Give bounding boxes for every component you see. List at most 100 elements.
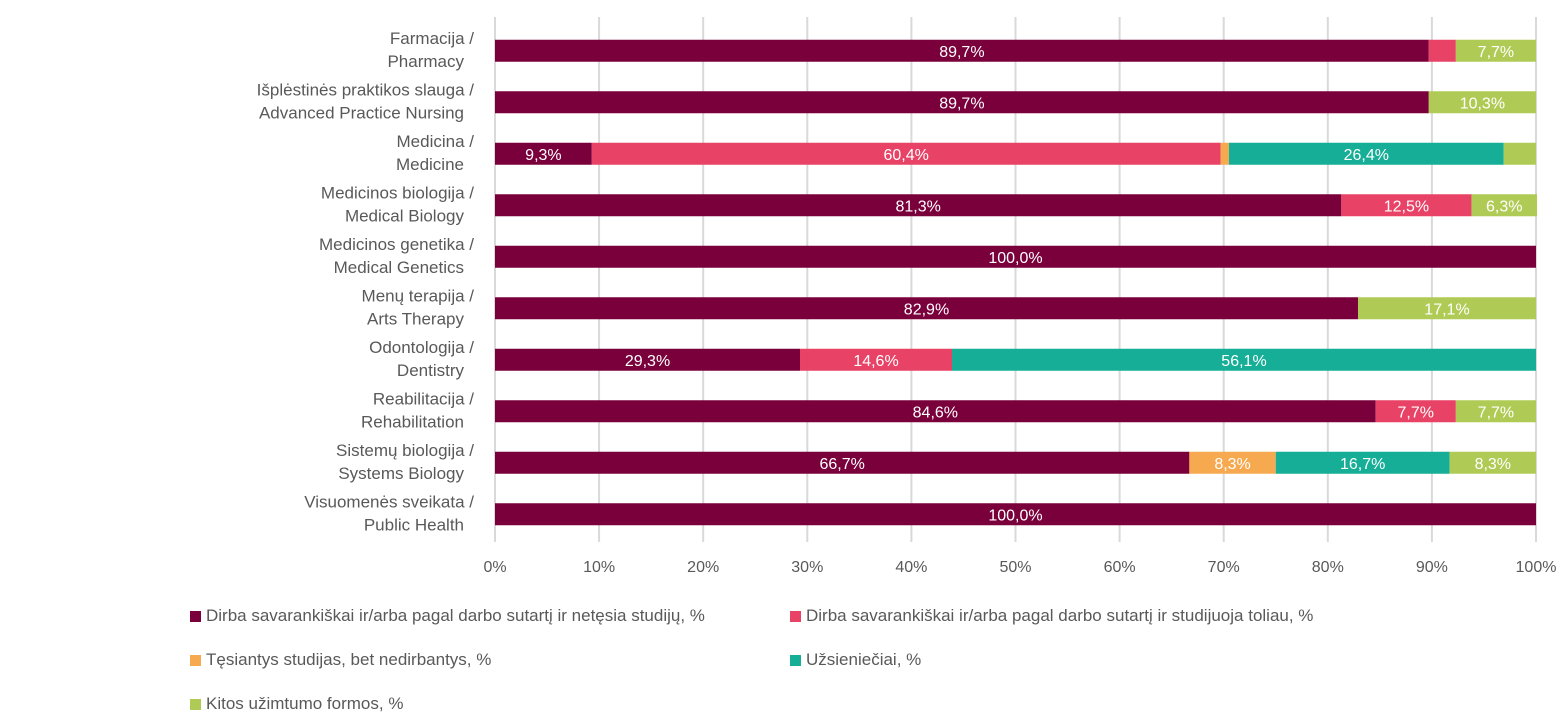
bar-segment: [495, 348, 801, 371]
bar-segment: [1455, 400, 1536, 423]
x-tick-label: 60%: [1104, 559, 1136, 576]
x-tick-label: 70%: [1208, 559, 1240, 576]
legend-swatch: [790, 610, 801, 622]
legend-label: Tęsiantys studijas, bet nedirbantys, %: [206, 650, 492, 669]
x-tick-label: 0%: [483, 559, 506, 576]
x-tick-label: 10%: [583, 559, 615, 576]
bar-segment: [495, 91, 1429, 114]
bar-segment: [495, 297, 1358, 320]
category-label-line: Išplėstinės praktikos slauga /: [257, 80, 475, 99]
category-label-line: Sistemų biologija /: [336, 441, 474, 460]
data-label: 14,6%: [853, 353, 898, 370]
bar-segment: [495, 451, 1190, 474]
data-label: 17,1%: [1424, 301, 1469, 318]
data-label: 56,1%: [1221, 353, 1266, 370]
x-tick-label: 20%: [687, 559, 719, 576]
legend-swatch: [190, 610, 201, 622]
category-label-line: Arts Therapy: [367, 309, 465, 328]
x-tick-label: 80%: [1312, 559, 1344, 576]
x-axis-tick-labels: 0% 10% 20% 30% 40% 50% 60% 70% 80% 90% 100%: [483, 559, 1556, 576]
legend-label: Užsieniečiai, %: [806, 650, 922, 669]
data-label: 16,7%: [1340, 456, 1385, 473]
x-tick-label: 50%: [999, 559, 1031, 576]
category-label-line: Medicinos biologija /: [321, 183, 474, 202]
bar-segment: [1449, 451, 1536, 474]
data-label: 7,7%: [1398, 404, 1434, 421]
category-label-line: Pharmacy: [387, 52, 464, 71]
data-label: 89,7%: [939, 44, 984, 61]
data-label: 10,3%: [1460, 95, 1505, 112]
bar-segment: [1428, 39, 1456, 62]
category-label: Medicinos biologija / Medical Biology: [321, 183, 474, 225]
bar-segment: [1220, 142, 1229, 165]
x-tick-label: 40%: [895, 559, 927, 576]
bar-segment: [1275, 451, 1450, 474]
legend-label: Dirba savarankiškai ir/arba pagal darbo …: [806, 606, 1314, 625]
bar-segment: [495, 39, 1429, 62]
data-label: 66,7%: [819, 456, 864, 473]
category-label-line: Public Health: [364, 515, 464, 534]
bar-segment: [1375, 400, 1456, 423]
data-label: 7,7%: [1478, 44, 1514, 61]
category-label-line: Odontologija /: [369, 338, 474, 357]
bar-segment: [495, 142, 592, 165]
category-label: Reabilitacija / Rehabilitation: [361, 389, 474, 431]
bar-segment: [495, 194, 1342, 217]
bar-segment: [591, 142, 1221, 165]
category-label-line: Medicina /: [397, 132, 475, 151]
data-label: 81,3%: [895, 198, 940, 215]
bars: [495, 39, 1538, 526]
data-labels: 89,7% 7,7% 89,7% 10,3% 9,3% 60,4% 26,4% 81,3% 12…: [525, 44, 1522, 525]
category-label: Odontologija / Dentistry: [369, 338, 474, 380]
x-tick-label: 90%: [1416, 559, 1448, 576]
data-label: 29,3%: [625, 353, 670, 370]
legend-item: Dirba savarankiškai ir/arba pagal darbo …: [790, 606, 1313, 626]
x-tick-label: 100%: [1516, 559, 1557, 576]
data-label: 60,4%: [884, 147, 929, 164]
data-label: 9,3%: [525, 147, 561, 164]
legend-item: Kitos užimtumo formos, %: [190, 694, 403, 714]
category-label: Medicina / Medicine: [396, 132, 474, 174]
category-labels: Farmacija / Pharmacy Išplėstinės praktikos…: [257, 29, 475, 535]
bar-segment: [495, 400, 1376, 423]
legend-item: Tęsiantys studijas, bet nedirbantys, %: [190, 650, 491, 670]
bar-segment: [1357, 297, 1536, 320]
legend-swatch: [190, 654, 201, 666]
category-label-line: Farmacija /: [390, 29, 474, 48]
category-label-line: Medicinos genetika /: [319, 235, 474, 254]
category-label-line: Visuomenės sveikata /: [304, 492, 474, 511]
x-tick-label: 30%: [791, 559, 823, 576]
data-label: 12,5%: [1384, 198, 1429, 215]
bar-segment: [951, 348, 1536, 371]
category-label: Visuomenės sveikata / Public Health: [304, 492, 474, 534]
category-label-line: Medical Genetics: [334, 258, 464, 277]
category-label-line: Advanced Practice Nursing: [259, 103, 464, 122]
category-label: Išplėstinės praktikos slauga / Advanced P…: [257, 80, 475, 122]
category-label-line: Dentistry: [397, 361, 465, 380]
legend-label: Dirba savarankiškai ir/arba pagal darbo …: [206, 606, 705, 625]
category-label-line: Reabilitacija /: [373, 389, 474, 408]
bar-segment: [1341, 194, 1472, 217]
category-label-line: Rehabilitation: [361, 412, 464, 431]
category-label-line: Menų terapija /: [362, 286, 475, 305]
bar-segment: [1428, 91, 1536, 114]
data-label: 7,7%: [1478, 404, 1514, 421]
category-label-line: Medicine: [396, 155, 464, 174]
stacked-bar-chart: 89,7% 7,7% 89,7% 10,3% 9,3% 60,4% 26,4% 81,3% 12…: [257, 17, 1556, 576]
data-label: 82,9%: [904, 301, 949, 318]
data-label: 89,7%: [939, 95, 984, 112]
data-label: 8,3%: [1214, 456, 1250, 473]
category-label: Menų terapija / Arts Therapy: [362, 286, 475, 328]
category-label: Farmacija / Pharmacy: [387, 29, 474, 71]
bar-segment: [495, 245, 1536, 268]
data-label: 100,0%: [988, 250, 1042, 267]
data-label: 100,0%: [988, 507, 1042, 524]
legend-item: Užsieniečiai, %: [790, 650, 921, 670]
bar-segment: [1471, 194, 1538, 217]
legend-swatch: [790, 654, 801, 666]
data-label: 8,3%: [1475, 456, 1511, 473]
legend-item: Dirba savarankiškai ir/arba pagal darbo …: [190, 606, 705, 626]
category-label-line: Systems Biology: [338, 464, 464, 483]
bar-segment: [495, 503, 1536, 526]
category-label: Sistemų biologija / Systems Biology: [336, 441, 474, 483]
